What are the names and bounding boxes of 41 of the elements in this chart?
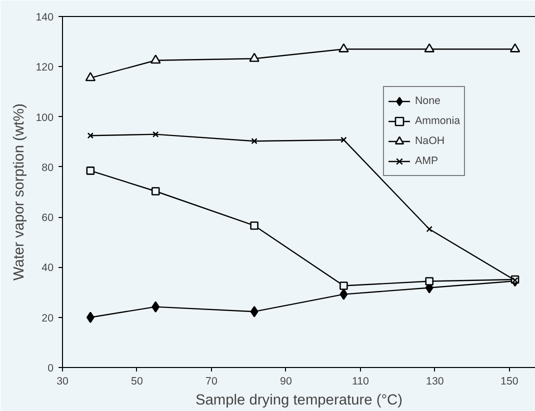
legend-label: None [414,95,440,107]
point [340,136,347,143]
point [85,72,96,82]
point [151,187,160,196]
y-tick-label: 60 [42,212,54,224]
point [251,138,258,144]
point [152,301,160,312]
point [249,52,260,62]
y-tick-label: 40 [42,262,54,274]
point [86,166,95,175]
point [424,43,435,52]
y-tick-label: 120 [36,62,54,74]
y-tick-label: 80 [42,162,54,174]
legend-label: AMP [414,155,438,167]
point [150,54,161,64]
x-tick-label: 130 [426,376,444,388]
point [338,43,349,52]
y-tick-label: 0 [48,362,54,374]
y-tick-label: 140 [36,12,54,24]
y-tick-label: 100 [36,112,54,124]
point [250,221,258,230]
x-tick-label: 150 [500,376,518,388]
point [87,132,94,139]
legend-label: Ammonia [414,115,460,127]
point [340,282,348,290]
point [425,277,434,286]
legend-label: NaOH [414,135,445,147]
point [152,131,159,138]
x-tick-label: 30 [56,376,68,388]
point [426,226,432,232]
x-axis-title: Sample drying temperature (°C) [195,392,403,408]
x-tick-label: 90 [280,376,292,388]
y-tick-label: 20 [42,312,54,324]
y-axis-title: Water vapor sorption (wt%) [12,103,28,281]
x-tick-label: 70 [206,376,218,388]
point [340,288,348,300]
point [86,312,94,324]
point [510,43,520,52]
x-tick-label: 50 [131,376,143,388]
point [250,306,258,318]
x-tick-label: 110 [352,376,370,388]
